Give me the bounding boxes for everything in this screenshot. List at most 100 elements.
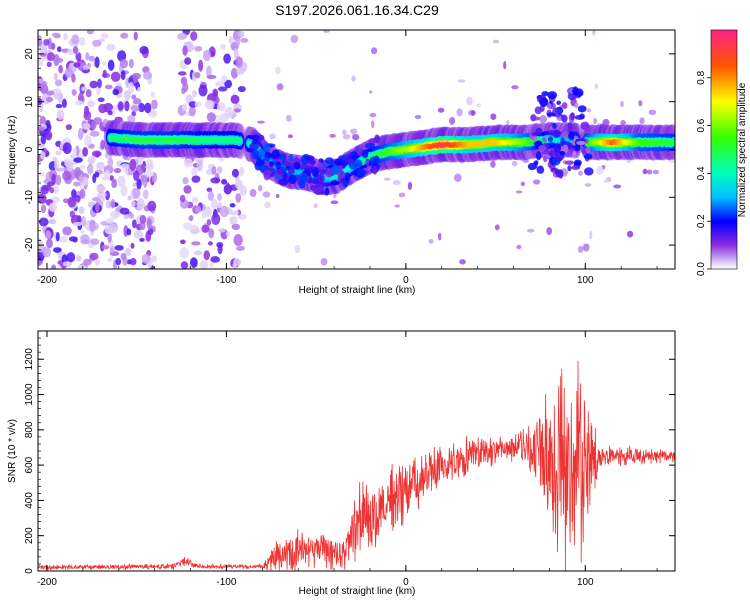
spectrogram-noise-cell (56, 168, 65, 172)
spectrogram-noise-cell (438, 233, 441, 241)
spectrogram-blob-cell (312, 177, 319, 185)
spectrogram-noise-cell (73, 157, 83, 163)
spectrogram-blob-cell (542, 137, 547, 143)
spectrogram-noise-cell (232, 263, 236, 269)
spectrogram-noise-cell (627, 231, 633, 238)
spectrogram-noise-cell (182, 177, 188, 184)
spectrogram-noise-cell (490, 113, 496, 120)
spectrogram-noise-cell (546, 227, 552, 235)
spectrogram-noise-cell (41, 81, 47, 90)
spectrogram-noise-cell (195, 101, 202, 107)
spectrogram-blob-cell (349, 158, 354, 164)
spectrogram-noise-cell (211, 166, 216, 175)
spectrogram-noise-cell (177, 33, 187, 40)
spectrogram-blob-cell (561, 115, 567, 123)
spectrogram-noise-cell (144, 170, 154, 177)
spectrogram-noise-cell (236, 246, 245, 251)
spectrogram-noise-cell (56, 58, 63, 63)
snr-y-tick-label: 400 (24, 492, 35, 509)
spectrogram-blob-cell (586, 147, 591, 153)
spectrogram-noise-cell (129, 59, 134, 68)
spectrogram-noise-cell (78, 128, 84, 140)
spectrogram-noise-cell (73, 182, 81, 187)
spectrogram-noise-cell (288, 134, 293, 138)
spectrogram-noise-cell (223, 54, 231, 64)
spectrogram-noise-cell (79, 174, 84, 183)
spectrogram-noise-cell (40, 151, 45, 159)
spectrogram-noise-cell (101, 245, 109, 250)
spectrogram-blob-cell (548, 130, 555, 136)
spectrogram-noise-cell (250, 189, 257, 197)
spectrogram-noise-cell (143, 177, 147, 188)
spectrogram-blob-cell (570, 112, 575, 120)
snr-y-tick-label: 600 (24, 456, 35, 473)
spectrogram-noise-cell (89, 56, 95, 62)
spectrogram-noise-cell (264, 202, 270, 209)
spectrogram-noise-cell (454, 174, 462, 182)
spectrogram-blob-cell (560, 151, 566, 155)
spectrogram-noise-cell (235, 193, 241, 203)
spectrogram-noise-cell (203, 250, 210, 260)
spectrogram-blob-cell (252, 150, 260, 159)
spectrogram-noise-cell (59, 236, 68, 243)
spectrogram-noise-cell (239, 167, 244, 176)
spectrogram-noise-cell (140, 215, 146, 224)
spectrogram-noise-cell (190, 31, 197, 41)
spectrogram-blob-cell (565, 160, 574, 165)
spectrogram-noise-cell (118, 101, 124, 110)
spectrogram-noise-cell (55, 151, 61, 155)
spectrogram-blob-cell (263, 170, 272, 175)
spectrogram-blob-cell (272, 149, 280, 159)
spectrogram-noise-cell (83, 259, 92, 266)
spectrogram-noise-cell (643, 169, 648, 175)
spectrogram-x-tick-label: -200 (37, 275, 57, 286)
spectrogram-blob-cell (269, 161, 273, 167)
spectrogram-noise-cell (58, 65, 63, 73)
spectrogram-noise-cell (231, 95, 240, 104)
spectrogram-blob-cell (251, 135, 259, 140)
spectrogram-noise-cell (139, 46, 148, 54)
spectrogram-noise-cell (438, 108, 445, 113)
spectrogram-noise-cell (220, 206, 229, 218)
spectrogram-noise-cell (83, 111, 91, 121)
spectrogram-noise-cell (205, 100, 215, 110)
colorbar: 0.00.20.40.60.8 Normalized spectral ampl… (696, 30, 748, 276)
spectrogram-noise-cell (263, 191, 271, 197)
spectrogram-noise-cell (183, 185, 191, 194)
spectrogram-noise-cell (180, 240, 186, 245)
spectrogram-noise-cell (79, 189, 85, 199)
colorbar-tick-label: 0.8 (696, 70, 707, 84)
spectrogram-noise-cell (63, 33, 67, 41)
spectrogram-blob-cell (567, 165, 571, 171)
spectrogram-noise-cell (449, 117, 455, 125)
spectrogram-blob-cell (556, 169, 563, 178)
spectrogram-noise-cell (653, 170, 659, 174)
spectrogram-noise-cell (429, 239, 434, 244)
spectrogram-noise-cell (384, 178, 391, 181)
spectrogram-noise-cell (230, 203, 236, 207)
spectrogram-noise-cell (120, 185, 127, 196)
spectrogram-noise-cell (191, 167, 197, 176)
spectrogram-noise-cell (192, 90, 197, 98)
spectrogram-noise-cell (394, 204, 400, 207)
spectrogram-blob-cell (547, 112, 556, 116)
spectrogram-noise-cell (107, 258, 112, 262)
spectrogram-y-tick-label: 10 (24, 96, 35, 108)
spectrogram-noise-cell (75, 100, 84, 105)
spectrogram-noise-cell (112, 89, 119, 95)
colorbar-tick-label: 0.0 (696, 262, 707, 276)
spectrogram-noise-cell (393, 180, 401, 185)
spectrogram-noise-cell (43, 39, 49, 46)
spectrogram-noise-cell (180, 195, 186, 203)
spectrogram-noise-cell (56, 104, 63, 108)
spectrogram-noise-cell (111, 72, 121, 82)
spectrogram-noise-cell (200, 260, 209, 269)
spectrogram-noise-cell (313, 203, 317, 208)
spectrogram-noise-cell (221, 179, 227, 185)
spectrogram-blob-cell (568, 122, 573, 131)
spectrogram-noise-cell (276, 194, 280, 198)
spectrogram-noise-cell (108, 110, 113, 115)
spectrogram-noise-cell (511, 85, 518, 89)
snr-x-tick-label: -200 (37, 577, 57, 588)
spectrogram-blob-cell (325, 168, 332, 178)
